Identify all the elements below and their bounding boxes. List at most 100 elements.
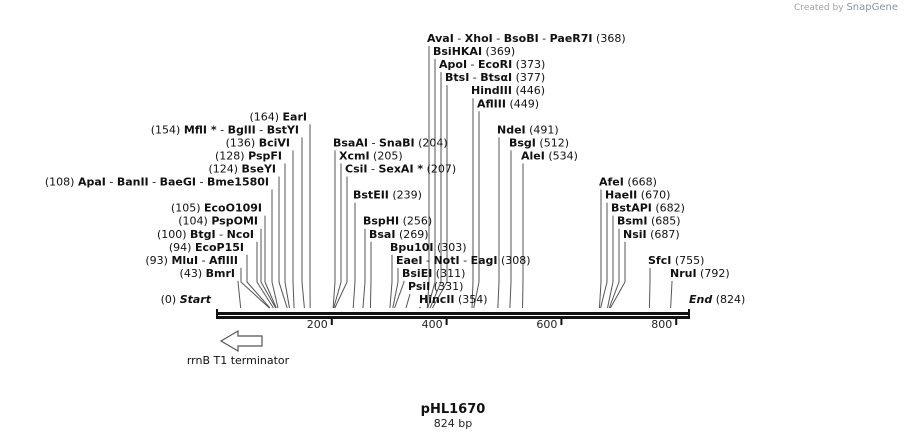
leader-line [246, 254, 271, 309]
site-label-eari[interactable]: (164) EarI [249, 110, 307, 123]
site-label-afliii[interactable]: AflIII (449) [477, 97, 539, 110]
site-label-bsihkai[interactable]: BsiHKAI (369) [433, 45, 515, 58]
leader-line [431, 85, 448, 309]
leader-line [426, 46, 430, 309]
site-label-end[interactable]: End (824) [689, 293, 745, 306]
leader-line [271, 189, 279, 309]
site-label-pspfi[interactable]: (128) PspFI [215, 149, 282, 162]
terminator-feature[interactable]: rrnB T1 terminator [187, 329, 290, 367]
plasmid-size: 824 bp [433, 417, 473, 430]
terminator-label: rrnB T1 terminator [187, 354, 290, 367]
site-labels: AvaI - XhoI - BsoBI - PaeR7I (368)BsiHKA… [45, 32, 745, 306]
site-label-pspomi[interactable]: (104) PspOMI [178, 215, 258, 228]
site-label-ndei[interactable]: NdeI (491) [497, 123, 559, 136]
terminator-arrow[interactable] [219, 329, 263, 353]
site-label-bpu10i[interactable]: Bpu10I (303) [390, 241, 467, 254]
dna-strand-top [216, 312, 690, 315]
leader-line [369, 241, 372, 309]
site-label-nsii[interactable]: NsiI (687) [623, 228, 680, 241]
site-label-xcmi[interactable]: XcmI (205) [339, 149, 403, 162]
leader-lines [237, 46, 673, 309]
leader-line [264, 215, 277, 309]
snapgene-credit: Created by SnapGene [794, 2, 898, 13]
site-label-sfci[interactable]: SfcI (755) [648, 254, 704, 267]
leader-line [334, 176, 348, 309]
site-label-bstapi[interactable]: BstAPI (682) [611, 202, 685, 215]
site-label-bsai[interactable]: BsaI (269) [369, 228, 429, 241]
site-label-bsgi[interactable]: BsgI (512) [509, 136, 569, 149]
site-label-ecoo109i[interactable]: (105) EcoO109I [171, 202, 262, 215]
end-cap [688, 309, 690, 319]
leader-line [600, 202, 608, 309]
site-label-ecop15i[interactable]: (94) EcoP15I [169, 241, 244, 254]
leader-line [418, 306, 422, 309]
site-label-start[interactable]: (0) Start [161, 293, 212, 306]
leader-line [429, 72, 442, 309]
leader-line [497, 137, 500, 309]
axis-ticks: 200 400 600 800 [307, 318, 678, 331]
leader-line [332, 150, 336, 309]
leader-line [670, 280, 673, 309]
axis-tick [445, 319, 448, 325]
leader-line [362, 228, 366, 309]
site-label-avai[interactable]: AvaI - XhoI - BsoBI - PaeR7I (368) [427, 32, 626, 45]
leader-line [598, 189, 602, 309]
site-label-bseyi[interactable]: (124) BseYI [208, 163, 276, 176]
axis-tick [675, 319, 678, 325]
site-label-psii[interactable]: PsiI (331) [408, 280, 463, 293]
leader-line [473, 111, 480, 309]
leader-line [352, 202, 356, 309]
leader-line [405, 293, 411, 309]
site-label-bsmi[interactable]: BsmI (685) [617, 215, 681, 228]
site-label-csii[interactable]: CsiI - SexAI * (207) [345, 163, 456, 176]
leader-line [292, 150, 295, 309]
leader-line [471, 98, 474, 309]
dna-strand-bottom [216, 316, 690, 319]
leader-line [648, 267, 651, 309]
site-label-bsteii[interactable]: BstEII (239) [353, 189, 422, 202]
leader-line [509, 150, 512, 309]
site-label-afei[interactable]: AfeI (668) [599, 176, 657, 189]
leader-line [237, 280, 242, 309]
site-label-bsiei[interactable]: BsiEI (311) [402, 267, 465, 280]
site-label-bcivi[interactable]: (136) BciVI [226, 136, 290, 149]
axis-tick-label: 800 [651, 318, 672, 331]
site-label-hindiii[interactable]: HindIII (446) [471, 84, 545, 97]
site-label-mlui[interactable]: (93) MluI - AflIII [145, 254, 238, 267]
site-label-mfli[interactable]: (154) MflI * - BglII - BstYI [151, 123, 299, 136]
axis-tick [330, 319, 333, 325]
leader-line [260, 228, 277, 309]
site-label-bsaai[interactable]: BsaAI - SnaBI (204) [333, 136, 448, 149]
leader-line [240, 267, 270, 309]
leader-line [256, 241, 274, 309]
leader-line [278, 176, 288, 309]
start-cap [216, 309, 218, 319]
leader-line [284, 163, 290, 309]
leader-line [427, 59, 436, 309]
site-label-btsi[interactable]: BtsI - BtsαI (377) [445, 71, 545, 84]
leader-line [606, 215, 614, 309]
axis-tick-label: 200 [307, 318, 328, 331]
leader-line [392, 267, 399, 309]
site-label-haeii[interactable]: HaeII (670) [605, 189, 670, 202]
site-label-bmri[interactable]: (43) BmrI [180, 267, 235, 280]
site-label-apoi[interactable]: ApoI - EcoRI (373) [439, 58, 545, 71]
leader-line [301, 137, 305, 309]
site-label-apai[interactable]: (108) ApaI - BanII - BaeGI - Bme1580I [45, 176, 269, 189]
site-label-btgi[interactable]: (100) BtgI - NcoI [157, 228, 254, 241]
credit-prefix: Created by [794, 3, 844, 13]
site-label-alei[interactable]: AleI (534) [521, 149, 578, 162]
site-label-nrui[interactable]: NruI (792) [670, 267, 730, 280]
leader-line [394, 280, 405, 309]
leader-line [333, 163, 342, 309]
plasmid-name: pHL1670 [420, 402, 486, 417]
snapgene-logo: SnapGene [846, 2, 898, 13]
leader-line [389, 254, 393, 309]
leader-line [608, 228, 620, 309]
leader-line [609, 241, 626, 309]
site-label-eaei[interactable]: EaeI - NotI - EagI (308) [396, 254, 531, 267]
restriction-map: AvaI - XhoI - BsoBI - PaeR7I (368)BsiHKA… [45, 32, 745, 367]
axis-tick [560, 319, 563, 325]
site-label-hincii[interactable]: HincII (354) [419, 293, 488, 306]
site-label-bsphi[interactable]: BspHI (256) [363, 215, 432, 228]
